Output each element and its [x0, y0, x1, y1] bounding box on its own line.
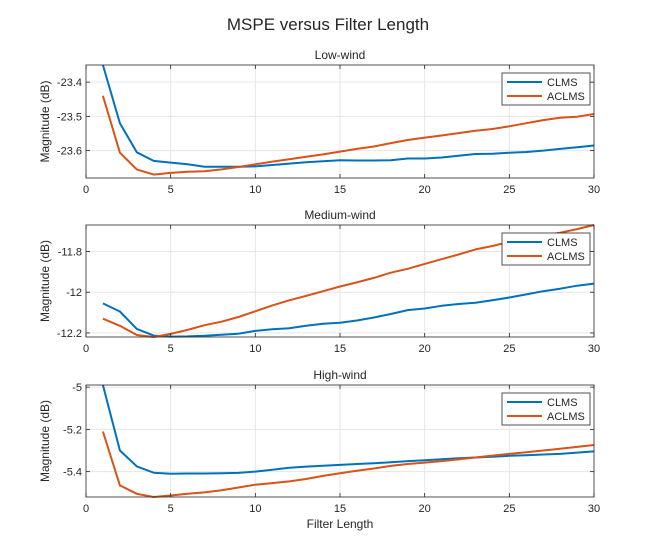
y-tick-label: -5	[72, 382, 82, 394]
x-tick-label: 10	[249, 343, 261, 355]
y-tick-label: -5.4	[63, 467, 82, 479]
y-tick-label: -11.8	[58, 246, 82, 258]
panel-high-wind-ylabel: Magnitude (dB)	[38, 400, 52, 482]
legend-label-aclms: ACLMS	[547, 91, 585, 103]
x-tick-label: 0	[83, 503, 89, 515]
panel-medium-wind-ylabel: Magnitude (dB)	[38, 240, 52, 322]
x-tick-label: 5	[168, 503, 174, 515]
x-tick-label: 25	[503, 343, 515, 355]
x-tick-label: 20	[419, 343, 431, 355]
x-tick-label: 10	[249, 503, 261, 515]
x-tick-label: 5	[168, 343, 174, 355]
y-tick-label: -12.2	[57, 328, 82, 340]
x-tick-label: 15	[334, 343, 346, 355]
x-tick-label: 15	[334, 503, 346, 515]
y-tick-label: -5.2	[63, 424, 82, 436]
legend-box	[501, 72, 591, 106]
panel-medium-wind-title: Medium-wind	[304, 208, 375, 222]
y-tick-label: -23.6	[57, 146, 82, 158]
panel-high-wind-legend: CLMS ACLMS	[501, 392, 591, 426]
x-tick-label: 5	[168, 184, 174, 196]
x-tick-label: 25	[503, 503, 515, 515]
panel-low-wind-title: Low-wind	[315, 48, 366, 62]
legend-label-clms: CLMS	[547, 77, 578, 89]
y-tick-label: -12	[66, 287, 82, 299]
y-tick-label: -23.5	[57, 111, 82, 123]
series-line-clms	[101, 384, 595, 475]
series-line-clms	[102, 282, 595, 338]
x-tick-label: 30	[588, 503, 600, 515]
x-axis-label: Filter Length	[307, 517, 374, 531]
legend-label-aclms: ACLMS	[547, 251, 585, 263]
panel-medium-wind: 0 5 10 15 20 25 30 -12.2 -12 -11.8 Medium-wind Magn…	[38, 208, 600, 355]
legend-box	[501, 232, 591, 266]
panel-low-wind-legend: CLMS ACLMS	[501, 72, 591, 106]
x-tick-label: 0	[83, 184, 89, 196]
series-line-clms	[101, 64, 595, 168]
series-line-aclms	[101, 431, 595, 498]
series-line-aclms	[101, 95, 595, 176]
y-tick-label: -23.4	[57, 77, 82, 89]
x-tick-label: 30	[588, 343, 600, 355]
x-tick-label: 15	[334, 184, 346, 196]
panel-high-wind-title: High-wind	[313, 368, 366, 382]
panel-low-wind-ylabel: Magnitude (dB)	[38, 80, 52, 162]
legend-label-clms: CLMS	[547, 237, 578, 249]
x-tick-label: 20	[419, 503, 431, 515]
x-tick-label: 25	[503, 184, 515, 196]
panel-high-wind: 0 5 10 15 20 25 30 -5.4 -5.2 -5 High-wind Magnitude…	[38, 368, 600, 531]
figure-title: MSPE versus Filter Length	[227, 15, 429, 34]
x-tick-label: 0	[83, 343, 89, 355]
legend-label-aclms: ACLMS	[547, 411, 585, 423]
x-tick-label: 30	[588, 184, 600, 196]
legend-box	[501, 392, 591, 426]
panel-medium-wind-legend: CLMS ACLMS	[501, 232, 591, 266]
x-tick-label: 20	[419, 184, 431, 196]
legend-label-clms: CLMS	[547, 397, 578, 409]
x-tick-label: 10	[249, 184, 261, 196]
panel-low-wind: 0 5 10 15 20 25 30 -23.6 -23.5 -23.4 Low-wind Magni…	[38, 48, 600, 196]
